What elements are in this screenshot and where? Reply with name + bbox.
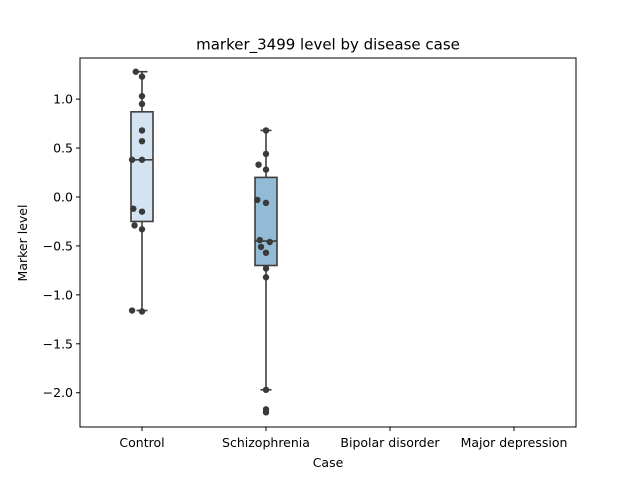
y-tick-label: −1.0 [43,287,73,302]
schizophrenia-data-point [262,409,270,416]
schizophrenia-data-point [262,265,270,272]
control-data-point [138,92,146,100]
x-tick-label: Schizophrenia [222,435,310,450]
control-data-point [138,137,146,145]
schizophrenia-data-point [255,161,262,168]
schizophrenia-data-point [262,127,270,134]
chart-title: marker_3499 level by disease case [196,36,460,55]
schizophrenia-data-point [254,196,261,204]
control-data-point [128,307,136,314]
control-data-point [138,100,146,108]
schizophrenia-data-point [262,150,270,158]
control-data-point [138,208,146,215]
x-tick-label: Control [119,435,164,450]
schizophrenia-data-point [262,249,270,256]
control-data-point [132,68,139,75]
control-data-point [138,73,146,80]
schizophrenia-data-point [257,243,265,251]
plot-frame [79,57,577,428]
y-tick-label: −1.5 [43,336,73,351]
schizophrenia-data-point [262,386,270,394]
control-data-point [131,222,138,229]
schizophrenia-data-point [262,166,270,173]
control-data-point [128,156,136,163]
control-data-point [130,205,137,212]
control-data-point [138,308,146,315]
y-tick-label: 0.0 [53,189,73,204]
schizophrenia-data-point [262,274,270,281]
x-axis-label: Case [313,455,344,470]
y-axis-label: Marker level [15,205,30,282]
schizophrenia-data-point [262,199,270,207]
y-tick-label: −0.5 [43,238,73,253]
y-tick-label: 0.5 [53,141,73,156]
x-tick-label: Bipolar disorder [340,435,440,450]
control-data-point [138,226,146,233]
schizophrenia-data-point [256,236,263,244]
schizophrenia-data-point [266,238,273,246]
control-box [130,111,154,223]
y-tick-label: 1.0 [53,92,73,107]
control-data-point [138,156,146,163]
y-tick-label: −2.0 [43,385,73,400]
control-data-point [138,127,146,134]
x-tick-label: Major depression [461,435,568,450]
